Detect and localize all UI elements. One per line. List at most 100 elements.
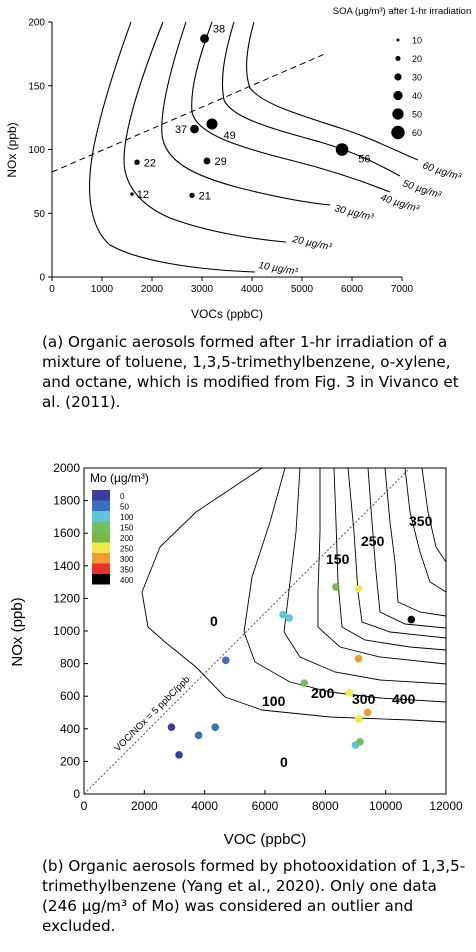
y-tick-label: 2000 <box>53 461 80 475</box>
x-tick-label: 4000 <box>241 284 264 295</box>
data-point <box>175 751 183 759</box>
isopleth-20 <box>123 21 287 243</box>
chart-a-legend: SOA (µg/m³) after 1-hr irradiation 10 20 3… <box>333 6 471 140</box>
x-tick-label: 8000 <box>312 799 339 813</box>
y-tick-label: 50 <box>34 209 46 220</box>
x-tick-label: 10000 <box>369 799 403 813</box>
chart-b-points <box>167 583 416 759</box>
data-point <box>206 118 218 130</box>
point-label: 29 <box>214 156 226 168</box>
data-point <box>363 708 372 717</box>
contour-0a <box>141 467 447 723</box>
data-point <box>211 723 220 731</box>
chart-b-reference-line <box>83 467 411 795</box>
chart-a-isopleth-labels: 60 µg/m³ 50 µg/m³ 40 µg/m³ 30 µg/m³ 20 µ… <box>257 160 462 278</box>
legend-swatch <box>92 563 110 574</box>
legend-marker <box>394 73 402 81</box>
legend-swatch <box>92 574 110 585</box>
data-point <box>130 192 134 196</box>
legend-label: 200 <box>120 534 134 543</box>
legend-label: 30 <box>412 73 422 83</box>
data-point <box>345 689 354 697</box>
legend-label: 250 <box>120 545 134 554</box>
y-tick-label: 1000 <box>53 624 80 638</box>
chart-b: 0 2000 4000 6000 8000 10000 12000 020040060080… <box>9 461 463 848</box>
y-tick-label: 800 <box>60 657 80 671</box>
isopleth-label-50: 50 µg/m³ <box>401 178 443 201</box>
chart-a-isopleths <box>89 21 419 273</box>
data-point <box>285 614 293 622</box>
legend-label: 400 <box>120 576 134 585</box>
point-label: 21 <box>199 190 211 202</box>
chart-b-reference-label: VOC/NOx = 5 ppbC/ppb <box>112 674 192 754</box>
x-tick-label: 0 <box>49 284 55 295</box>
y-tick-label: 200 <box>60 754 80 768</box>
x-tick-label: 4000 <box>191 799 218 813</box>
chart-a-legend-items: 10 20 30 40 50 60 <box>391 36 422 140</box>
contour-400 <box>404 467 447 593</box>
x-tick-label: 12000 <box>429 799 463 813</box>
x-tick-label: 2000 <box>131 799 158 813</box>
legend-swatch <box>92 521 110 532</box>
contour-300 <box>367 467 447 629</box>
data-point <box>190 124 199 134</box>
y-tick-label: 1400 <box>53 559 80 573</box>
legend-marker <box>391 125 405 140</box>
isopleth-50 <box>221 21 401 177</box>
legend-swatch <box>92 490 110 501</box>
isopleth-60 <box>246 21 419 161</box>
isopleth-label-20: 20 µg/m³ <box>290 234 333 253</box>
x-tick-label: 5000 <box>291 284 314 295</box>
y-tick-label: 1600 <box>53 526 80 540</box>
legend-label: 350 <box>120 566 134 575</box>
data-point <box>194 731 203 740</box>
point-label: 56 <box>358 154 370 166</box>
contour-150 <box>317 468 447 665</box>
contour-label-400: 400 <box>392 691 416 707</box>
legend-label: 60 <box>412 128 422 138</box>
caption-b: (b) Organic aerosols formed by photooxid… <box>42 856 470 936</box>
chart-a-ridge-line <box>51 52 328 173</box>
data-point <box>300 679 309 687</box>
x-tick-label: 2000 <box>141 284 164 295</box>
point-label: 49 <box>224 130 236 142</box>
chart-a-xlabel: VOCs (ppbC) <box>191 307 263 321</box>
isopleth-label-10: 10 µg/m³ <box>257 260 299 278</box>
contour-label-150: 150 <box>326 551 350 567</box>
y-tick-label: 0 <box>73 787 80 801</box>
legend-label: 10 <box>412 36 422 46</box>
legend-marker <box>396 38 400 42</box>
data-point <box>354 654 363 663</box>
legend-label: 300 <box>120 555 134 564</box>
chart-a-ylabel: NOx (ppb) <box>5 122 19 177</box>
y-tick-label: 0 <box>39 273 45 284</box>
chart-b-contours <box>141 467 447 723</box>
contour-label-350: 350 <box>409 513 433 529</box>
y-tick-label: 600 <box>60 689 80 703</box>
legend-label: 0 <box>120 492 125 501</box>
legend-label: 150 <box>120 524 134 533</box>
chart-b-legend-title: Mo (µg/m³) <box>90 471 149 485</box>
contour-100 <box>283 467 447 685</box>
y-tick-label: 150 <box>28 81 45 92</box>
legend-swatch <box>92 542 110 553</box>
contour-edge <box>421 467 447 563</box>
legend-swatch <box>92 532 110 543</box>
point-label: 38 <box>213 24 225 36</box>
data-point <box>407 615 416 624</box>
contour-label-200: 200 <box>311 685 335 701</box>
chart-a-x-ticks: 0 1000 2000 3000 4000 5000 6000 7000 <box>49 277 414 295</box>
caption-a: (a) Organic aerosols formed after 1-hr i… <box>42 332 470 412</box>
data-point <box>134 159 140 165</box>
y-tick-label: 100 <box>28 145 45 156</box>
chart-a-points: 38 49 37 56 29 22 21 12 <box>130 24 371 202</box>
contour-200 <box>333 467 447 651</box>
point-label: 37 <box>175 124 187 136</box>
isopleth-10 <box>89 21 256 273</box>
contour-label-250: 250 <box>361 533 385 549</box>
chart-b-y-ticks: 0 200 400 600 800 1000 1200 1400 1600 1800 2000 <box>53 461 88 801</box>
chart-b-x-ticks: 0 2000 4000 6000 8000 10000 12000 <box>81 790 463 813</box>
legend-marker <box>392 108 404 120</box>
caption-b-text: Organic aerosols formed by photooxidatio… <box>42 857 466 935</box>
